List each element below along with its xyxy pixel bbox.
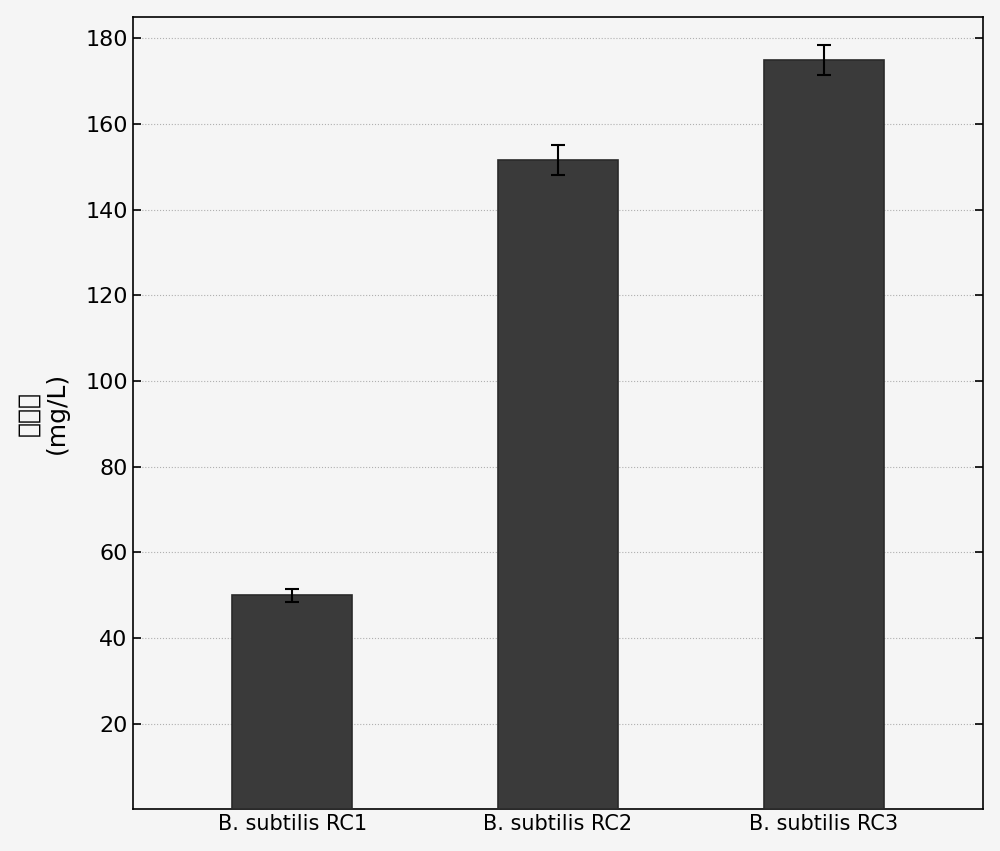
Bar bbox=[764, 60, 884, 809]
Bar bbox=[498, 160, 618, 809]
Y-axis label: 核黄素
(mg/L): 核黄素 (mg/L) bbox=[17, 372, 68, 454]
Bar bbox=[232, 595, 352, 809]
